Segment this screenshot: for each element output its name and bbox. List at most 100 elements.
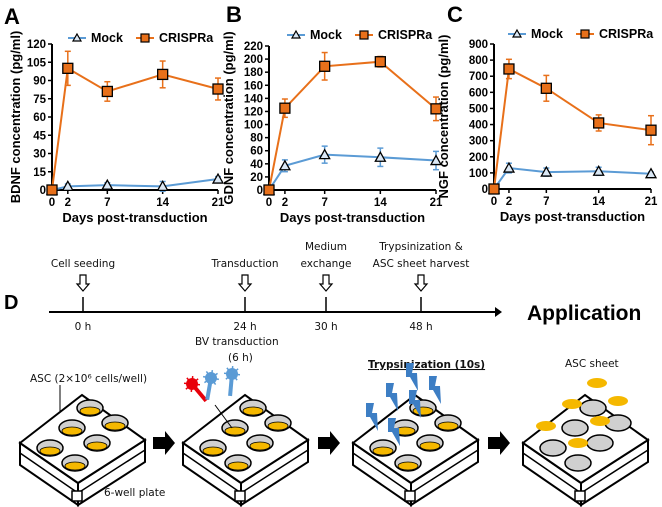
timeline-event: Cell seeding 0 h (51, 258, 115, 333)
plate-foot (574, 490, 586, 502)
process-arrow-icon (488, 431, 510, 455)
plate-foot (404, 490, 416, 502)
y-tick-label: 160 (244, 80, 263, 92)
y-tick-label: 120 (27, 39, 46, 51)
series-line-mock (268, 153, 437, 191)
legend-marker (290, 29, 302, 39)
asc-sheet-icon (568, 438, 588, 448)
bv-spike (210, 369, 214, 379)
plate-top (521, 393, 650, 485)
trypsin-icon (406, 363, 418, 391)
well-cells (104, 421, 126, 431)
well-cells (437, 421, 459, 431)
event-time: 0 h (75, 321, 92, 333)
bv-spike (190, 383, 193, 393)
data-point-mock (278, 159, 292, 171)
y-tick-label: 200 (469, 152, 488, 164)
y-tick-label: 700 (469, 71, 488, 83)
asc-sheet-icon (587, 378, 607, 388)
asc-seeding-label: ASC (2×10⁶ cells/well) (30, 373, 147, 385)
well-cells (61, 426, 83, 436)
event-label: exchange (301, 258, 352, 270)
legend-label: Mock (91, 31, 123, 45)
bv-transduction-label: BV transduction (195, 336, 279, 348)
y-tick-label: 20 (250, 172, 263, 184)
baculovirus-icon (202, 369, 220, 401)
panel-letter: C (447, 2, 463, 27)
y-tick-label: 180 (244, 67, 263, 79)
bv-spike (231, 365, 234, 375)
data-point-crispra (319, 60, 331, 72)
legend-label: CRISPRa (378, 28, 433, 42)
event-label: Medium (305, 241, 347, 253)
baculovirus-icon (223, 365, 241, 397)
x-tick-label: 7 (543, 196, 549, 208)
y-tick-label: 100 (244, 120, 263, 132)
timeline-event: Trypsinization & ASC sheet harvest 48 h (373, 241, 470, 333)
bv-spike (204, 377, 212, 384)
data-point-crispra (503, 63, 515, 75)
x-tick-label: 14 (156, 197, 169, 209)
series-line-mock (51, 178, 219, 191)
data-point-mock (61, 180, 74, 191)
x-tick-label: 7 (321, 197, 327, 209)
plates (18, 363, 650, 507)
bv-spike (226, 367, 233, 375)
bv-spike (185, 383, 193, 390)
event-time: 48 h (409, 321, 432, 333)
legend-marker (511, 28, 523, 38)
well-cells (64, 461, 86, 471)
y-tick-label: 300 (469, 136, 488, 148)
panel-letter-d: D (4, 292, 18, 314)
bv-spike (225, 373, 233, 380)
event-label: ASC sheet harvest (373, 258, 470, 270)
bv-spike (202, 375, 212, 379)
series-line-mock (493, 166, 652, 190)
plate-top (18, 393, 147, 485)
y-tick-label: 80 (250, 133, 263, 145)
y-tick-label: 45 (33, 130, 46, 142)
data-point-mock (156, 180, 169, 191)
panel-letter: A (4, 4, 20, 29)
data-point-mock (211, 172, 225, 184)
series-line-crispra (268, 60, 437, 191)
event-label: Transduction (211, 258, 279, 270)
event-label: Trypsinization & (378, 241, 463, 253)
y-axis-label: NGF concentration (pg/ml) (436, 35, 451, 199)
y-tick-label: 0 (482, 184, 488, 196)
y-axis-label: GDNF concentration (pg/ml) (221, 31, 236, 204)
data-point-mock (502, 161, 516, 173)
x-tick-label: 14 (374, 197, 387, 209)
data-point-mock (540, 165, 553, 177)
down-arrow-icon (237, 274, 253, 292)
y-tick-label: 60 (250, 146, 263, 158)
asc-sheet-icon (608, 396, 628, 406)
plate-top (351, 393, 480, 485)
series-line-crispra (51, 66, 219, 191)
x-tick-label: 0 (491, 196, 497, 208)
data-point-crispra (430, 103, 442, 115)
trypsin-icon (388, 418, 400, 446)
x-axis-label: Days post-transduction (62, 210, 207, 225)
data-point-mock (429, 154, 443, 166)
x-tick-label: 21 (430, 197, 443, 209)
panel-d: D Cell seeding 0 h Transduction 24 h Medium e… (4, 241, 650, 507)
data-point-mock (374, 150, 387, 162)
well-cells (224, 426, 246, 436)
well (564, 454, 592, 472)
y-tick-label: 0 (257, 185, 263, 197)
data-point-crispra (212, 83, 224, 95)
x-tick-label: 0 (266, 197, 272, 209)
bv-spike (210, 372, 218, 379)
y-tick-label: 30 (33, 149, 46, 161)
bv-spike (231, 373, 238, 381)
x-tick-label: 2 (65, 197, 71, 209)
well-cells (267, 421, 289, 431)
plate-foot (71, 490, 83, 502)
legend-marker (140, 33, 150, 43)
down-arrow-icon (75, 274, 91, 292)
bv-spike (230, 373, 233, 383)
y-tick-label: 60 (33, 112, 46, 124)
